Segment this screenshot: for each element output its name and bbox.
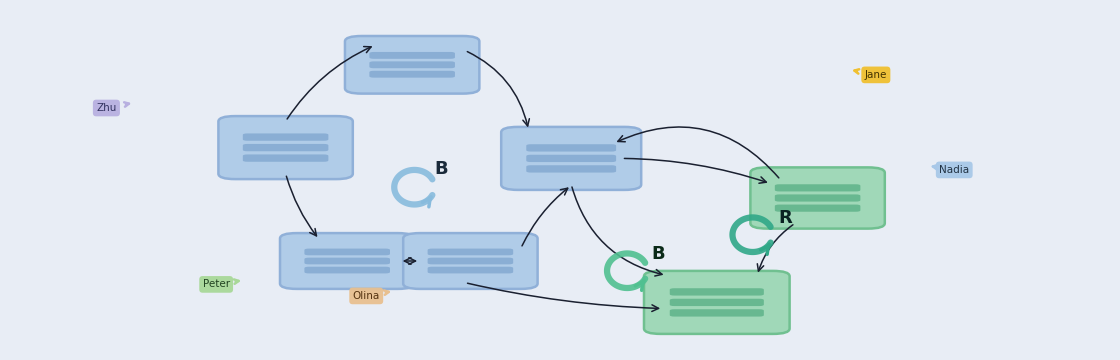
FancyBboxPatch shape bbox=[370, 61, 455, 68]
Text: Jane: Jane bbox=[865, 70, 887, 80]
FancyBboxPatch shape bbox=[370, 71, 455, 78]
FancyBboxPatch shape bbox=[305, 267, 390, 273]
FancyBboxPatch shape bbox=[644, 271, 790, 334]
FancyBboxPatch shape bbox=[218, 116, 353, 179]
FancyBboxPatch shape bbox=[750, 167, 885, 229]
Text: B: B bbox=[435, 160, 448, 178]
FancyBboxPatch shape bbox=[280, 233, 414, 289]
FancyBboxPatch shape bbox=[775, 184, 860, 192]
FancyBboxPatch shape bbox=[501, 127, 641, 190]
FancyBboxPatch shape bbox=[305, 249, 390, 255]
FancyBboxPatch shape bbox=[345, 36, 479, 94]
FancyBboxPatch shape bbox=[243, 134, 328, 141]
FancyBboxPatch shape bbox=[775, 204, 860, 212]
FancyBboxPatch shape bbox=[243, 144, 328, 151]
Text: B: B bbox=[652, 245, 665, 263]
FancyBboxPatch shape bbox=[670, 309, 764, 316]
FancyBboxPatch shape bbox=[670, 288, 764, 296]
FancyBboxPatch shape bbox=[428, 258, 513, 264]
FancyBboxPatch shape bbox=[775, 194, 860, 202]
FancyBboxPatch shape bbox=[670, 299, 764, 306]
Text: Nadia: Nadia bbox=[940, 165, 969, 175]
FancyBboxPatch shape bbox=[428, 267, 513, 273]
Text: Peter: Peter bbox=[203, 279, 230, 289]
FancyBboxPatch shape bbox=[243, 154, 328, 162]
Text: R: R bbox=[778, 209, 792, 227]
FancyBboxPatch shape bbox=[526, 155, 616, 162]
FancyBboxPatch shape bbox=[428, 249, 513, 255]
Text: Olina: Olina bbox=[353, 291, 380, 301]
FancyBboxPatch shape bbox=[370, 52, 455, 59]
FancyBboxPatch shape bbox=[526, 165, 616, 172]
Text: Zhu: Zhu bbox=[96, 103, 116, 113]
FancyBboxPatch shape bbox=[403, 233, 538, 289]
FancyBboxPatch shape bbox=[305, 258, 390, 264]
FancyBboxPatch shape bbox=[526, 144, 616, 152]
